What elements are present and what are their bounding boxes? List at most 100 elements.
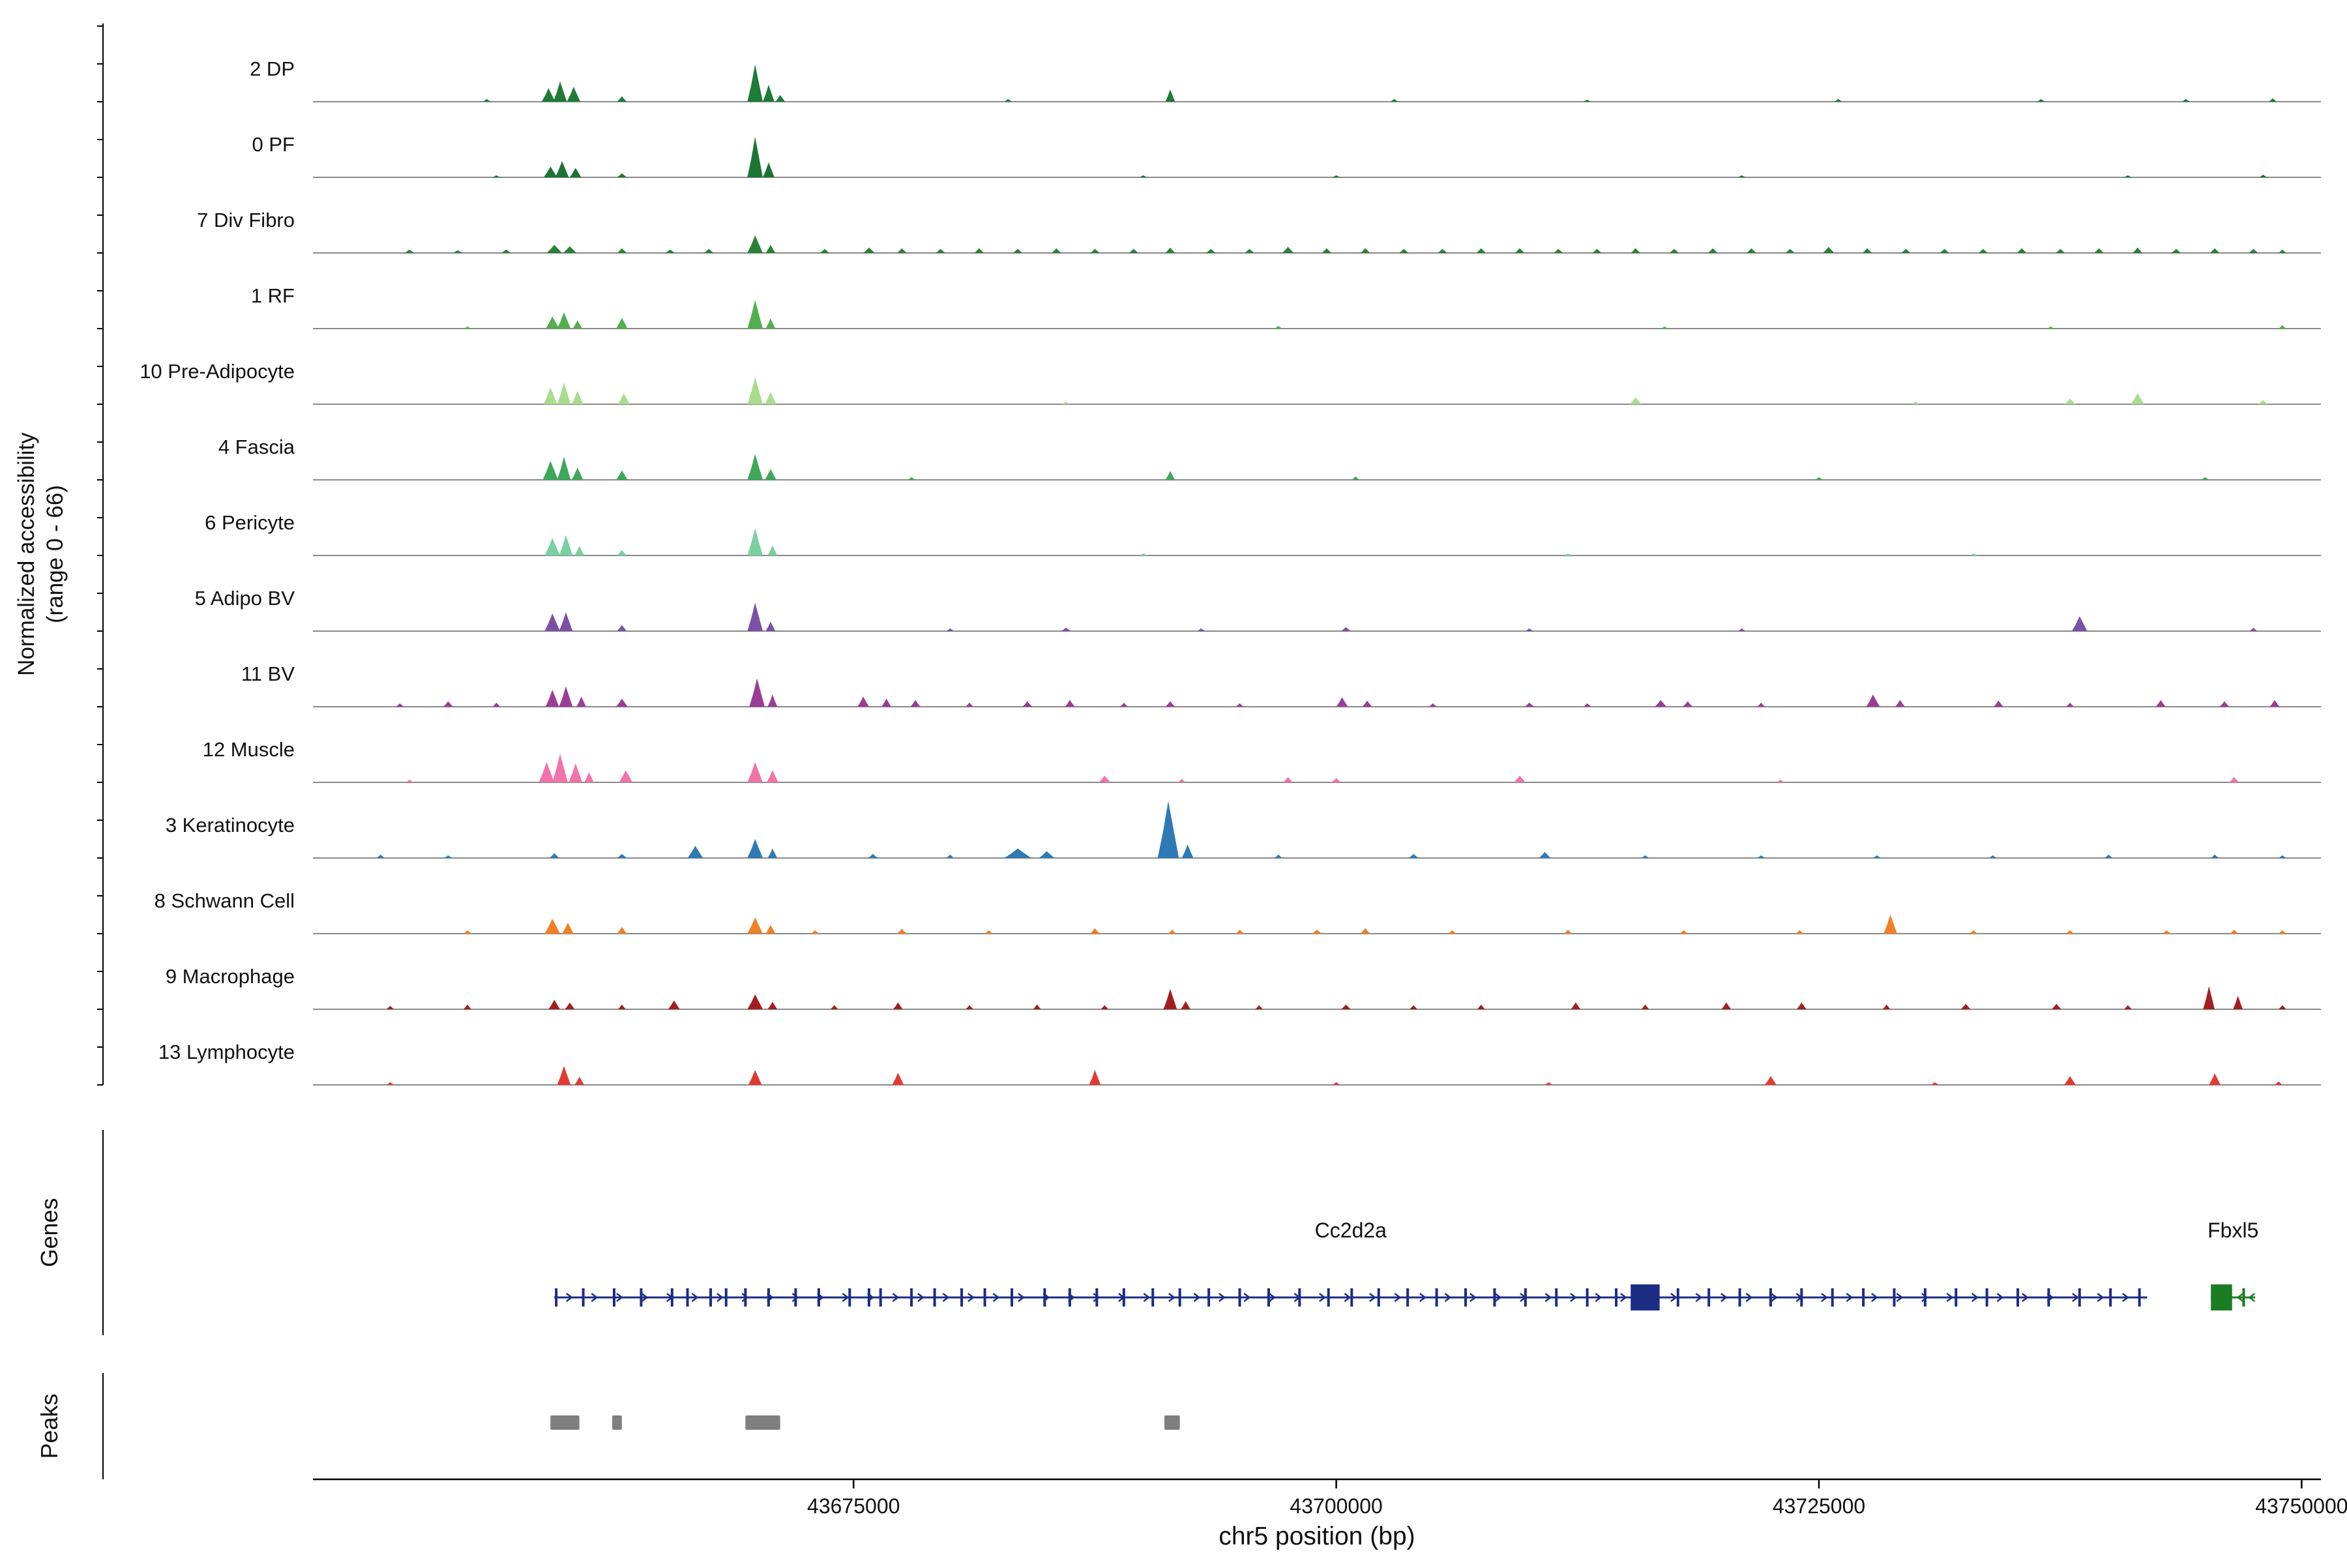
signal-peak [1312,929,1322,934]
signal-peak [2037,98,2045,102]
signal-peak [763,85,775,102]
strand-arrow-right [867,1293,874,1302]
signal-peak [1655,700,1667,707]
signal-peak [553,81,567,102]
signal-peak [1033,1004,1041,1009]
strand-arrow-right [591,1293,598,1302]
signal-peak [1089,1070,1101,1085]
signal-peak [1428,703,1437,707]
signal-peak [1283,777,1293,782]
strand-arrow-right [1394,1293,1402,1302]
signal-peak [765,469,776,480]
signal-peak [1235,703,1244,707]
signal-peak [1139,553,1147,555]
signal-peak [2209,1073,2221,1085]
signal-peak [1157,801,1179,858]
signal-peak [1970,553,1977,555]
signal-peak [617,625,627,631]
signal-peak [1895,700,1905,707]
signal-peak [1321,248,1332,253]
strand-arrow-right [1193,1293,1201,1302]
signal-peak [893,1002,903,1009]
strand-arrow-right [1771,1293,1778,1302]
strand-arrow-right [716,1293,724,1302]
x-tick-label: 43700000 [1290,1494,1382,1518]
signal-peak [2066,930,2074,934]
signal-peak [747,994,763,1009]
signal-peak [501,249,511,253]
signal-peak [443,701,453,707]
signal-peak [1525,628,1533,631]
strand-arrow-right [1745,1293,1753,1302]
signal-peak [1571,1002,1581,1009]
signal-peak [765,318,776,329]
signal-peak [1274,325,1282,329]
strand-arrow-right [1896,1293,1904,1302]
signal-peak [2230,929,2238,934]
signal-peak [2094,248,2104,253]
signal-peak [2229,777,2239,782]
strand-arrow-right [1143,1293,1151,1302]
signal-peak [2201,477,2209,480]
signal-peak [1408,853,1419,858]
signal-peak [464,930,471,934]
signal-peak [1438,248,1447,253]
signal-peak [747,377,763,404]
signal-peak [1822,246,1835,253]
strand-arrow-right [566,1293,573,1302]
signal-peak [541,88,555,102]
signal-peak [767,848,778,858]
track-label: 2 DP [250,57,295,80]
signal-peak [548,999,561,1009]
signal-peak [1165,471,1175,480]
signal-peak [1912,401,1919,404]
signal-peak [767,694,778,707]
track-label: 12 Muscle [203,738,295,761]
signal-peak [617,96,627,102]
track-row: 11 BV [241,662,2321,707]
signal-peak [1255,1005,1263,1009]
signal-peak [966,1005,973,1009]
signal-peak [549,853,559,858]
signal-peak [1062,401,1070,404]
signal-peak [2064,398,2076,404]
signal-peak [444,855,452,858]
strand-arrow-right [616,1293,623,1302]
signal-peak [1274,854,1282,858]
signal-peak [747,454,763,480]
signal-peak [584,772,594,782]
strand-arrow-right [1344,1293,1351,1302]
signal-peak [1707,248,1718,253]
strand-arrow-right [1971,1293,1979,1302]
signal-peak [749,678,765,707]
signal-peak [1765,1076,1777,1085]
signal-peak [1448,930,1456,934]
signal-peak [617,926,627,934]
signal-peak [748,1070,762,1085]
strand-arrow-right [1921,1293,1928,1302]
signal-peak [571,467,583,480]
signal-peak [615,318,628,329]
strand-arrow-right [1996,1293,2004,1302]
gene-label: Cc2d2a [1315,1219,1387,1242]
signal-peak [2249,627,2258,631]
strand-arrow-right [1269,1293,1276,1302]
strand-arrow-right [2022,1293,2029,1302]
strand-arrow-right [1444,1293,1452,1302]
signal-peak [543,387,557,404]
strand-arrow-right [1293,1293,1301,1302]
signal-peak [557,1065,571,1085]
signal-peak [396,703,404,707]
signal-peak [574,546,585,555]
signal-peak [1341,627,1351,631]
peak-region [745,1415,780,1430]
signal-peak [1679,930,1688,934]
signal-peak [464,1004,471,1009]
signal-peak [2219,701,2230,707]
signal-peak [619,770,633,782]
track-row: 9 Macrophage [166,965,2321,1010]
signal-peak [1583,99,1591,102]
signal-peak [881,698,891,707]
